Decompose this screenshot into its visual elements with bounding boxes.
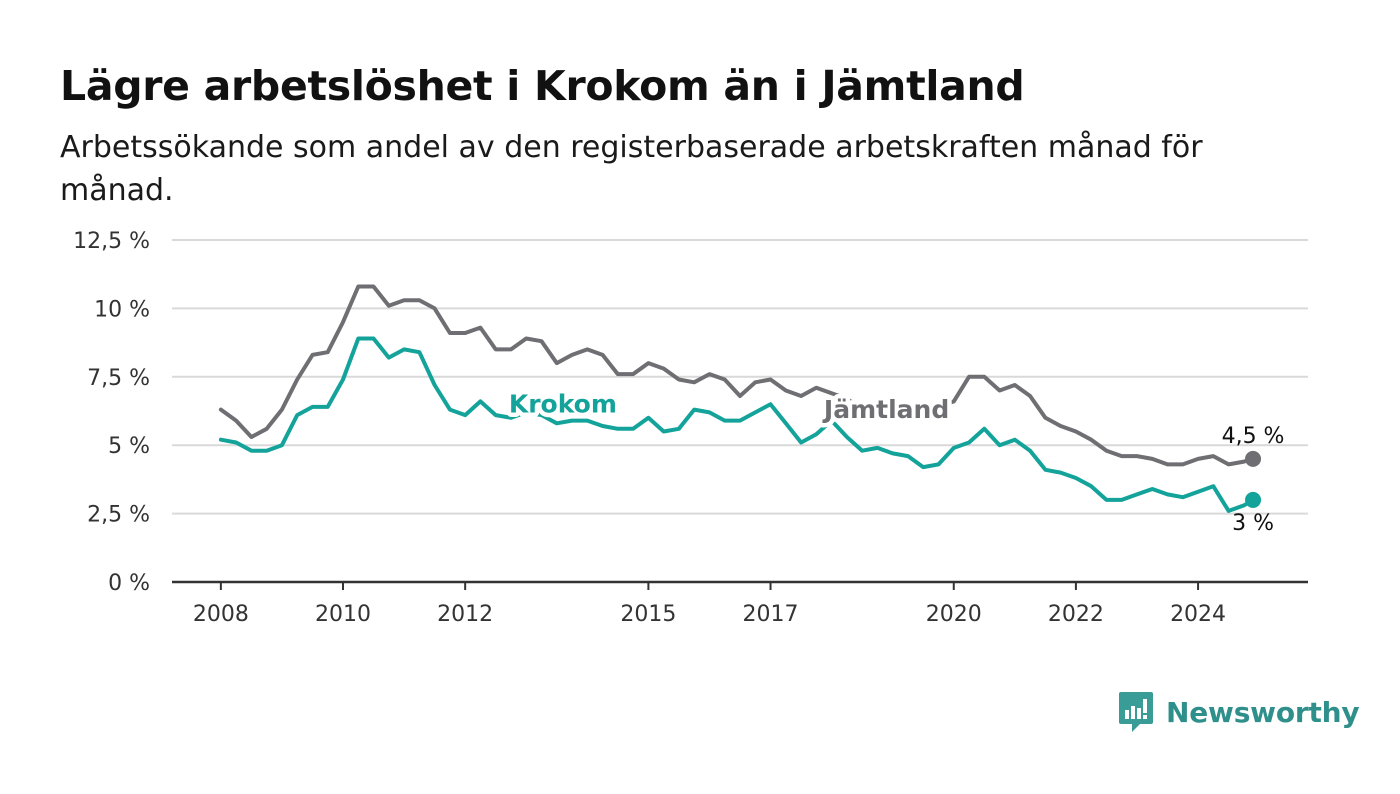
y-tick-label: 10 % — [94, 297, 150, 322]
series-label-jamtland: Jämtland — [822, 395, 949, 424]
y-tick-label: 0 % — [108, 571, 150, 596]
end-label-krokom: 3 % — [1232, 511, 1274, 536]
newsworthy-brand-name: Newsworthy — [1166, 695, 1360, 729]
x-tick-label: 2024 — [1170, 602, 1226, 627]
grid — [172, 239, 1308, 584]
end-point-krokom — [1245, 491, 1262, 508]
x-tick-label: 2008 — [193, 602, 249, 627]
series-labels: 4,5 % 3 % Krokom Jämtland — [504, 385, 1285, 536]
newsworthy-logo-icon — [1119, 692, 1153, 732]
y-tick-label: 5 % — [108, 434, 150, 459]
x-tick-label: 2022 — [1048, 602, 1104, 627]
series-label-krokom: Krokom — [509, 389, 617, 418]
x-tick-label: 2017 — [743, 602, 799, 627]
end-label-jamtland: 4,5 % — [1222, 424, 1285, 449]
end-point-jamtland — [1245, 450, 1262, 467]
x-tick-label: 2012 — [437, 602, 493, 627]
y-tick-label: 12,5 % — [73, 229, 150, 254]
y-tick-label: 7,5 % — [87, 366, 150, 391]
x-axis-ticks: 2008 2010 2012 2015 2017 2020 2022 2024 — [193, 582, 1226, 627]
y-axis-ticks: 0 % 2,5 % 5 % 7,5 % 10 % 12,5 % — [73, 229, 150, 596]
chart-subtitle: Arbetssökande som andel av den registerb… — [60, 130, 1203, 208]
series-lines — [218, 284, 1262, 513]
series-line-jamtland — [218, 284, 1255, 467]
y-tick-label: 2,5 % — [87, 503, 150, 528]
x-tick-label: 2015 — [620, 602, 676, 627]
series-line-krokom — [218, 336, 1255, 513]
x-tick-label: 2020 — [926, 602, 982, 627]
chart-title: Lägre arbetslöshet i Krokom än i Jämtlan… — [60, 62, 1025, 110]
x-tick-label: 2010 — [315, 602, 371, 627]
newsworthy-logo: Newsworthy — [1118, 690, 1360, 734]
